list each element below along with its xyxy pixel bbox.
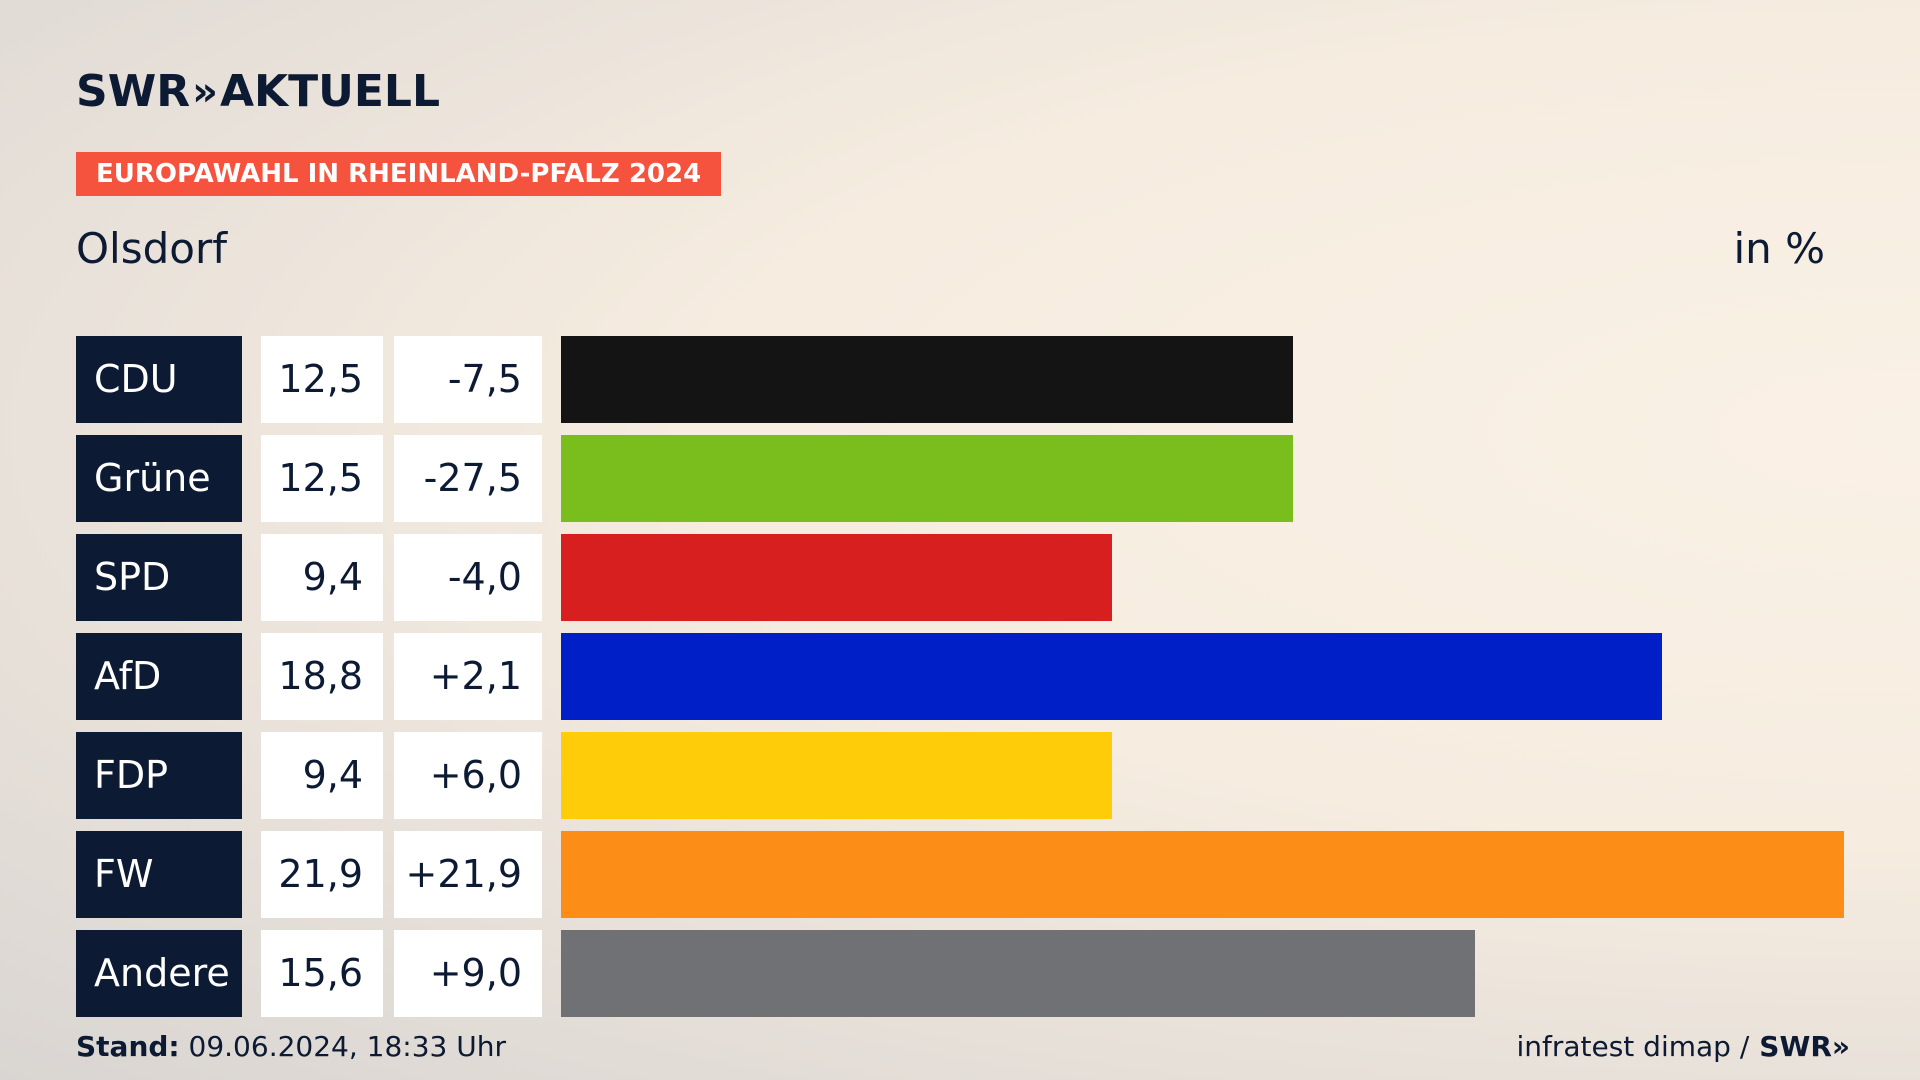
- change-label: -4,0: [394, 534, 542, 621]
- stand-value: 09.06.2024, 18:33 Uhr: [188, 1030, 506, 1063]
- result-row: Grüne 12,5 -27,5: [76, 435, 1906, 522]
- result-row: CDU 12,5 -7,5: [76, 336, 1906, 423]
- change-label: -7,5: [394, 336, 542, 423]
- source-text: infratest dimap /: [1516, 1030, 1750, 1063]
- bar: [561, 435, 1293, 522]
- swr-aktuell-logo: SWR » AKTUELL: [76, 66, 440, 117]
- party-label: CDU: [76, 336, 242, 423]
- stand-label: Stand:: [76, 1030, 180, 1063]
- bar: [561, 336, 1293, 423]
- result-row: Andere 15,6 +9,0: [76, 930, 1906, 1017]
- change-label: -27,5: [394, 435, 542, 522]
- result-row: FW 21,9 +21,9: [76, 831, 1906, 918]
- result-row: SPD 9,4 -4,0: [76, 534, 1906, 621]
- unit-label: in %: [1733, 224, 1825, 273]
- value-label: 12,5: [261, 336, 383, 423]
- value-label: 18,8: [261, 633, 383, 720]
- party-label: FDP: [76, 732, 242, 819]
- change-label: +6,0: [394, 732, 542, 819]
- swr-mini-logo: SWR»: [1759, 1030, 1850, 1063]
- change-label: +9,0: [394, 930, 542, 1017]
- result-row: AfD 18,8 +2,1: [76, 633, 1906, 720]
- value-label: 15,6: [261, 930, 383, 1017]
- chevron-icon: »: [1831, 1030, 1850, 1063]
- result-row: FDP 9,4 +6,0: [76, 732, 1906, 819]
- value-label: 9,4: [261, 732, 383, 819]
- change-label: +21,9: [394, 831, 542, 918]
- party-label: Grüne: [76, 435, 242, 522]
- bar: [561, 732, 1112, 819]
- place-title: Olsdorf: [76, 224, 228, 273]
- bar: [561, 534, 1112, 621]
- election-tag: EUROPAWAHL IN RHEINLAND-PFALZ 2024: [76, 152, 722, 196]
- party-label: SPD: [76, 534, 242, 621]
- change-label: +2,1: [394, 633, 542, 720]
- bar: [561, 633, 1662, 720]
- logo-swr: SWR: [76, 66, 191, 117]
- logo-aktuell: AKTUELL: [219, 66, 440, 117]
- value-label: 9,4: [261, 534, 383, 621]
- bar: [561, 930, 1475, 1017]
- value-label: 12,5: [261, 435, 383, 522]
- value-label: 21,9: [261, 831, 383, 918]
- party-label: AfD: [76, 633, 242, 720]
- timestamp: Stand: 09.06.2024, 18:33 Uhr: [76, 1030, 506, 1063]
- party-label: FW: [76, 831, 242, 918]
- bar: [561, 831, 1844, 918]
- party-label: Andere: [76, 930, 242, 1017]
- mini-logo-swr: SWR: [1759, 1030, 1832, 1063]
- source-credit: infratest dimap / SWR»: [1516, 1030, 1850, 1063]
